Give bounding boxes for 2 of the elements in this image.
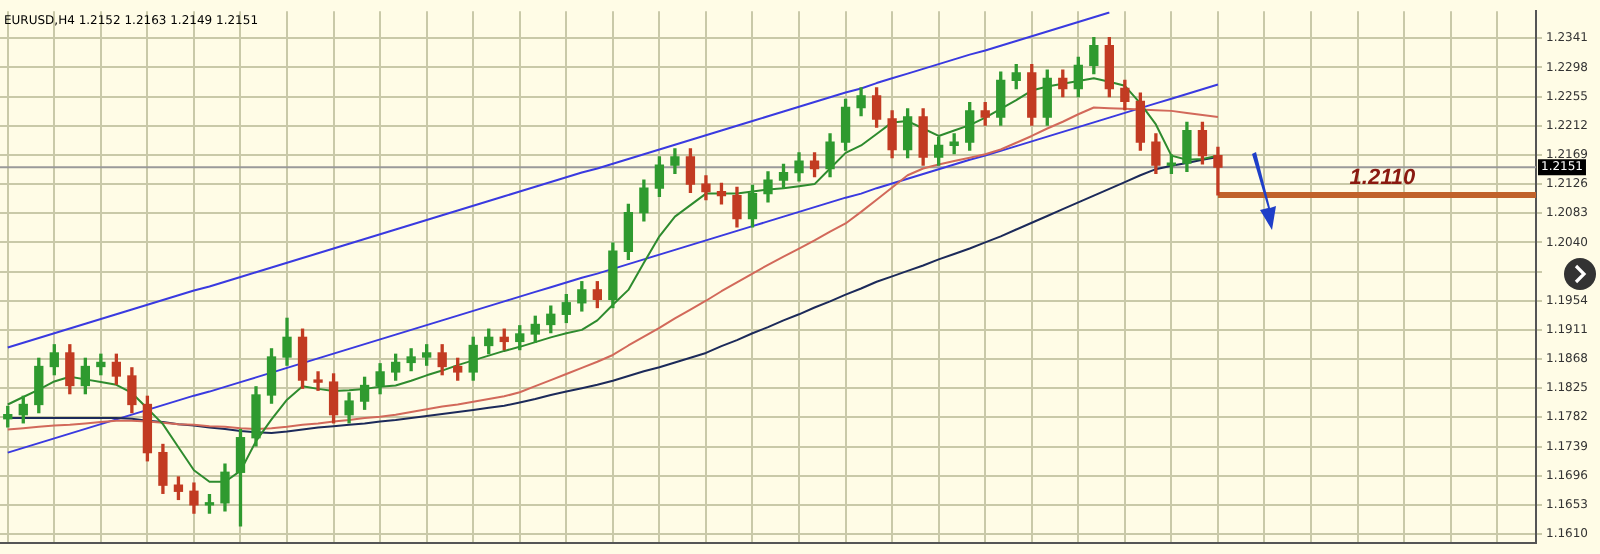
candlestick xyxy=(313,371,323,391)
ref-line-label: 1.2110 xyxy=(1349,166,1417,191)
